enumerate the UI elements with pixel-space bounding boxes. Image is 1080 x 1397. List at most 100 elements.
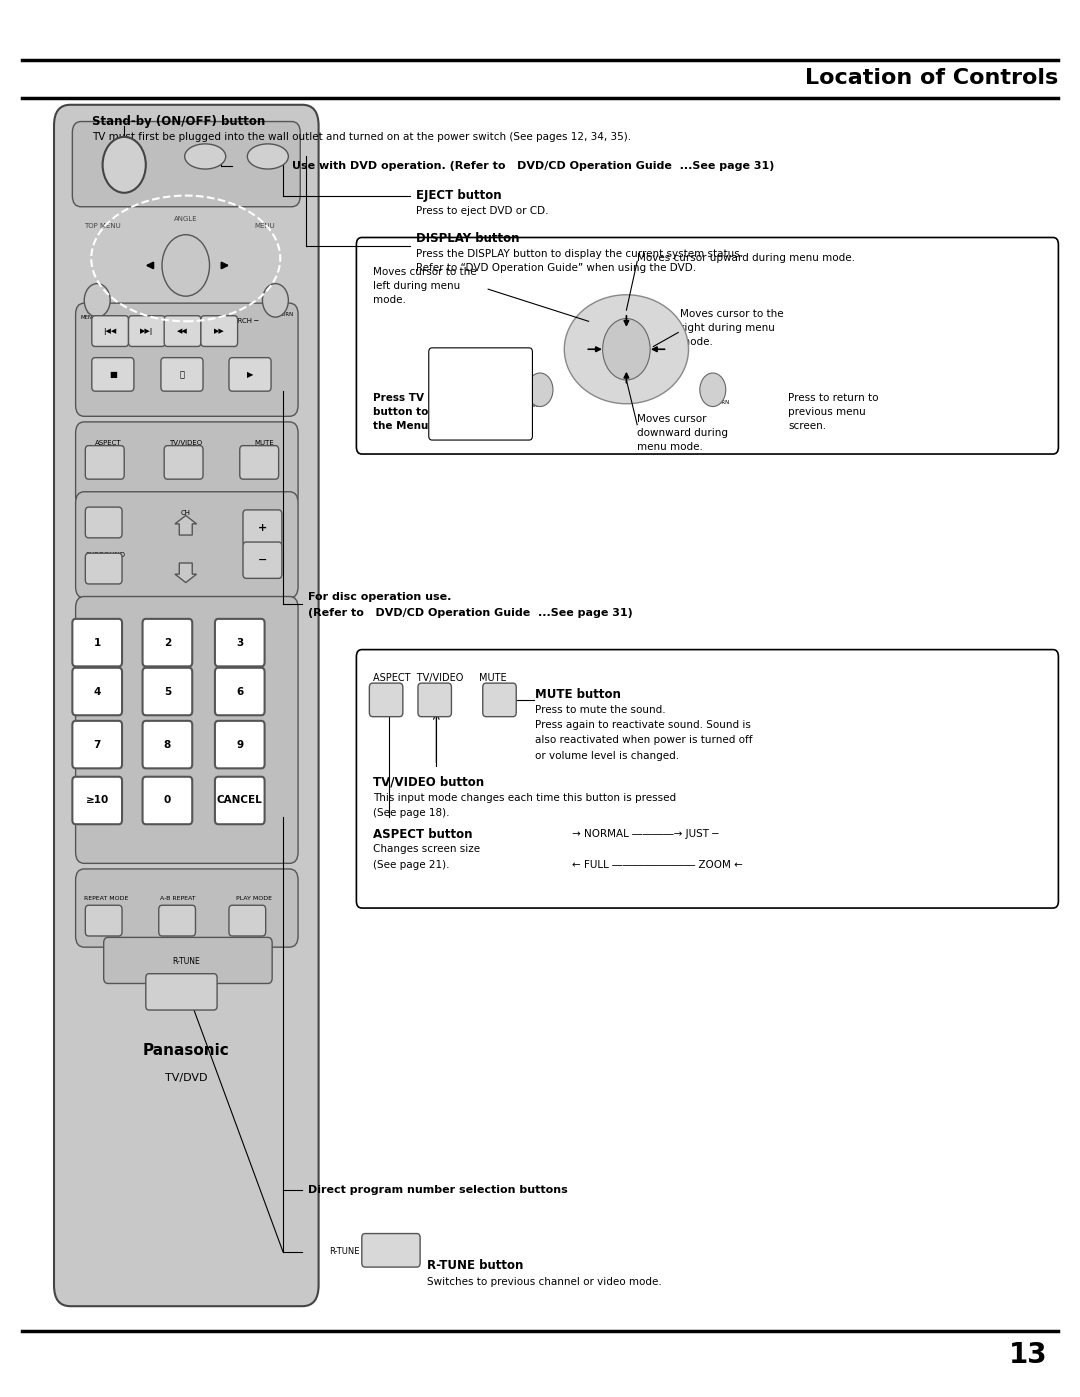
Text: ADJUST  SET UP: ADJUST SET UP (436, 369, 477, 374)
FancyArrow shape (175, 515, 197, 535)
FancyBboxPatch shape (143, 619, 192, 666)
FancyBboxPatch shape (215, 721, 265, 768)
Text: 6: 6 (237, 686, 243, 697)
Text: 0: 0 (164, 795, 171, 806)
FancyBboxPatch shape (92, 358, 134, 391)
Text: Press again to reactivate sound. Sound is: Press again to reactivate sound. Sound i… (535, 719, 751, 731)
FancyBboxPatch shape (356, 650, 1058, 908)
Text: PICTURE ADJUST: PICTURE ADJUST (436, 391, 480, 397)
FancyBboxPatch shape (229, 358, 271, 391)
Text: TV must first be plugged into the wall outlet and turned on at the power switch : TV must first be plugged into the wall o… (92, 131, 631, 142)
Text: R-TUNE: R-TUNE (172, 957, 200, 965)
Text: ASPECT: ASPECT (95, 440, 121, 446)
Circle shape (162, 235, 210, 296)
Text: the Menu screen.: the Menu screen. (373, 420, 475, 432)
Text: CH: CH (180, 510, 191, 515)
Text: Moves cursor to the: Moves cursor to the (680, 309, 784, 320)
Text: 1: 1 (94, 637, 100, 648)
FancyBboxPatch shape (85, 905, 122, 936)
Text: Use with DVD operation. (Refer to   DVD/CD Operation Guide  ...See page 31): Use with DVD operation. (Refer to DVD/CD… (292, 161, 774, 172)
Text: Changes screen size: Changes screen size (373, 844, 480, 855)
FancyBboxPatch shape (54, 105, 319, 1306)
Circle shape (103, 137, 146, 193)
Text: PLAY: PLAY (240, 359, 257, 367)
Text: right during menu: right during menu (680, 323, 775, 334)
Text: (See page 18).: (See page 18). (373, 807, 449, 819)
FancyBboxPatch shape (164, 316, 201, 346)
Text: Location of Controls: Location of Controls (806, 68, 1058, 88)
Text: POWER: POWER (110, 161, 138, 169)
Text: |◀◀: |◀◀ (104, 327, 117, 335)
Text: TV/DVD: TV/DVD (164, 1073, 207, 1084)
Text: STOP: STOP (104, 359, 123, 367)
Text: Moves cursor to the: Moves cursor to the (373, 267, 476, 278)
Text: PICTURE: PICTURE (436, 380, 459, 386)
Text: left during menu: left during menu (373, 281, 460, 292)
Ellipse shape (564, 295, 689, 404)
Text: ■: ■ (109, 370, 117, 379)
FancyBboxPatch shape (215, 668, 265, 715)
FancyBboxPatch shape (143, 777, 192, 824)
Text: ♪ AUDIO ADJUST: ♪ AUDIO ADJUST (436, 425, 480, 430)
Text: TOP MENU: TOP MENU (84, 224, 121, 229)
FancyBboxPatch shape (429, 348, 532, 440)
Text: AUDIO: AUDIO (436, 414, 454, 419)
Text: downward during: downward during (637, 427, 728, 439)
Text: mode.: mode. (373, 295, 405, 306)
Text: ANGLE: ANGLE (174, 217, 198, 222)
FancyBboxPatch shape (85, 553, 122, 584)
Text: +: + (258, 522, 267, 534)
FancyBboxPatch shape (76, 492, 298, 598)
Text: PAUSE: PAUSE (170, 359, 193, 367)
Text: ▶: ▶ (246, 370, 254, 379)
FancyBboxPatch shape (76, 869, 298, 947)
Text: 7: 7 (94, 739, 100, 750)
Text: R-TUNE: R-TUNE (329, 1248, 360, 1256)
Text: ⊞ POSITION/SIZE: ⊞ POSITION/SIZE (436, 402, 481, 408)
Text: SLEEP: SLEEP (95, 510, 117, 515)
Text: DISPLAY: DISPLAY (255, 154, 281, 159)
Text: menu mode.: menu mode. (637, 441, 703, 453)
FancyBboxPatch shape (72, 777, 122, 824)
Text: PLAY MODE: PLAY MODE (235, 895, 272, 901)
Text: For disc operation use.: For disc operation use. (308, 591, 451, 602)
Text: ─ SKIP ─: ─ SKIP ─ (99, 319, 127, 324)
Text: ─ SLOW/SEARCH ─: ─ SLOW/SEARCH ─ (195, 319, 258, 324)
Text: ≥10: ≥10 (85, 795, 109, 806)
Text: DISPLAY button: DISPLAY button (416, 232, 519, 246)
FancyBboxPatch shape (362, 1234, 420, 1267)
Text: ASPECT  TV/VIDEO     MUTE: ASPECT TV/VIDEO MUTE (373, 672, 507, 683)
FancyBboxPatch shape (161, 358, 203, 391)
FancyBboxPatch shape (369, 683, 403, 717)
Text: ← FULL ―――――――― ZOOM ←: ← FULL ―――――――― ZOOM ← (572, 859, 743, 870)
Text: MENU: MENU (440, 358, 462, 363)
Text: 3: 3 (237, 637, 243, 648)
Text: TV/VIDEO button: TV/VIDEO button (373, 775, 484, 789)
FancyBboxPatch shape (72, 668, 122, 715)
Text: 4: 4 (94, 686, 100, 697)
Text: mode.: mode. (680, 337, 713, 348)
Text: RETURN: RETURN (707, 400, 729, 405)
FancyBboxPatch shape (418, 683, 451, 717)
FancyBboxPatch shape (72, 122, 300, 207)
FancyBboxPatch shape (143, 668, 192, 715)
FancyBboxPatch shape (201, 316, 238, 346)
Ellipse shape (185, 144, 226, 169)
FancyBboxPatch shape (129, 316, 165, 346)
Circle shape (262, 284, 288, 317)
Text: Switches to previous channel or video mode.: Switches to previous channel or video mo… (427, 1277, 661, 1288)
Text: REPEAT MODE: REPEAT MODE (83, 895, 129, 901)
Text: Panasonic: Panasonic (143, 1044, 229, 1058)
FancyBboxPatch shape (76, 303, 298, 416)
Text: TV
MENU: TV MENU (81, 309, 96, 320)
Text: R-TUNE button: R-TUNE button (427, 1259, 523, 1273)
Text: 9: 9 (237, 739, 243, 750)
Text: also reactivated when power is turned off: also reactivated when power is turned of… (535, 735, 752, 746)
FancyBboxPatch shape (159, 905, 195, 936)
FancyBboxPatch shape (243, 510, 282, 546)
Text: Press to mute the sound.: Press to mute the sound. (535, 704, 665, 715)
Circle shape (603, 319, 650, 380)
Text: Moves cursor upward during menu mode.: Moves cursor upward during menu mode. (637, 253, 855, 264)
Text: screen.: screen. (788, 420, 826, 432)
Text: (Refer to   DVD/CD Operation Guide  ...See page 31): (Refer to DVD/CD Operation Guide ...See … (308, 608, 633, 619)
